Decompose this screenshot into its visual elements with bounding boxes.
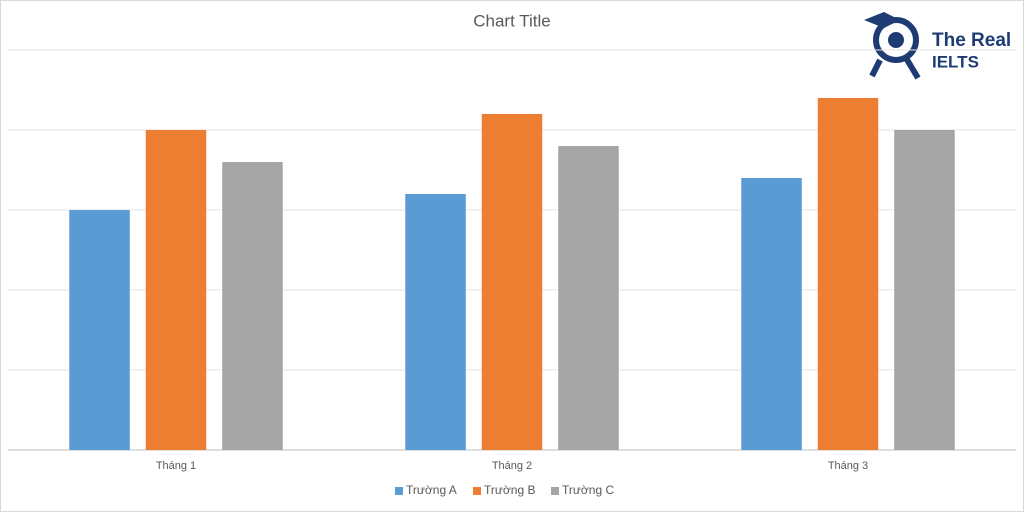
bar (558, 146, 619, 450)
logo: The Real IELTS (864, 12, 1011, 80)
chart-title: Chart Title (473, 11, 550, 30)
logo-icon (869, 56, 921, 80)
legend-swatch (551, 487, 559, 495)
x-tick-label: Tháng 1 (156, 460, 196, 472)
legend-label: Trường B (484, 483, 535, 497)
x-tick-label: Tháng 3 (828, 460, 868, 472)
legend-swatch (395, 487, 403, 495)
bar (894, 130, 955, 450)
bar (481, 114, 543, 450)
bar (145, 130, 207, 450)
bar (741, 178, 802, 450)
legend-label: Trường A (406, 483, 457, 497)
logo-icon (888, 32, 904, 48)
x-tick-label: Tháng 2 (492, 460, 532, 472)
logo-text: The Real (932, 30, 1011, 51)
bar (405, 194, 466, 450)
bar (222, 162, 283, 450)
logo-icon (864, 12, 900, 28)
legend-swatch (473, 487, 481, 495)
bar (69, 210, 130, 450)
bar (817, 98, 879, 450)
legend-label: Trường C (562, 483, 614, 497)
logo-text: IELTS (932, 52, 979, 71)
